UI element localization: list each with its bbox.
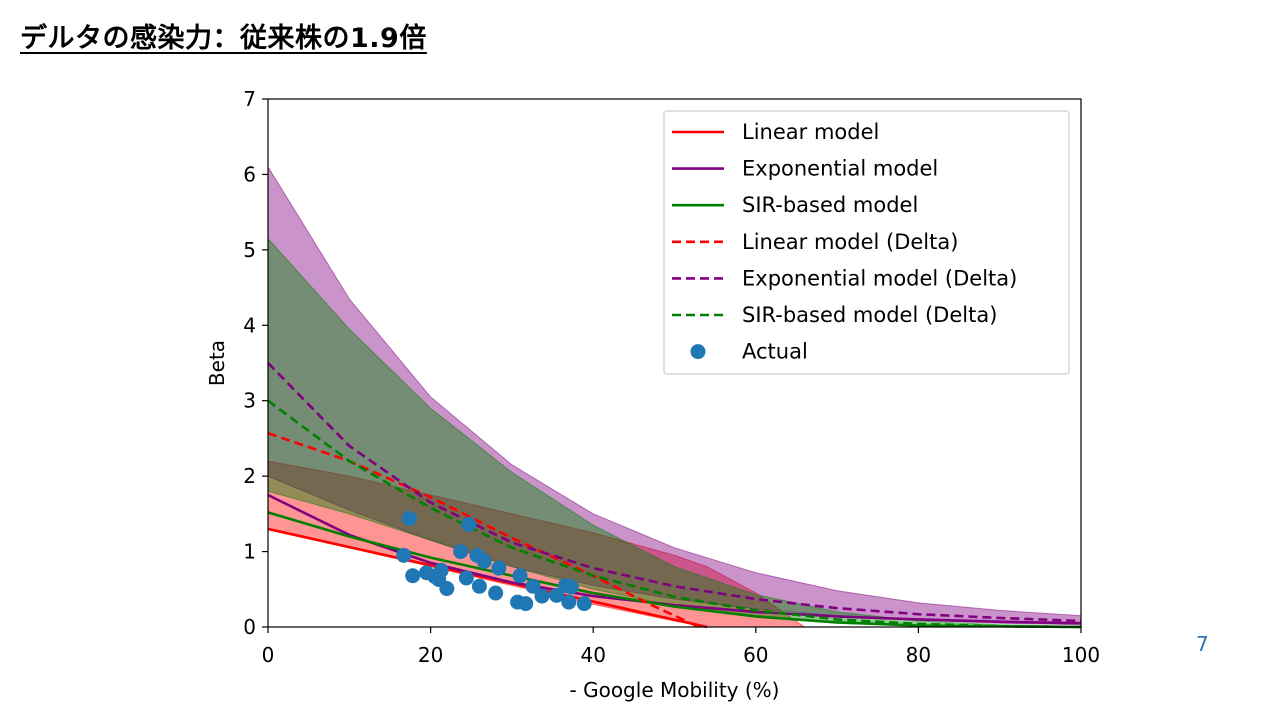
actual-point: [561, 594, 577, 610]
y-tick-label: 0: [243, 615, 256, 639]
linear-line: [267, 527, 708, 629]
x-tick-label: 0: [262, 643, 275, 667]
actual-point: [396, 547, 412, 563]
actual-point: [476, 553, 492, 569]
y-tick-label: 3: [243, 389, 256, 413]
y-tick-label: 7: [243, 87, 256, 111]
actual-points: [396, 510, 592, 612]
y-tick-label: 5: [243, 238, 256, 262]
x-axis-label: - Google Mobility (%): [570, 678, 780, 702]
page-number: 7: [1196, 632, 1209, 656]
legend-label: Exponential model (Delta): [742, 266, 1017, 290]
model-lines: [267, 362, 1082, 629]
legend-label: Exponential model: [742, 157, 938, 181]
x-tick-label: 40: [580, 643, 605, 667]
x-tick-label: 20: [418, 643, 443, 667]
legend-label: Linear model (Delta): [742, 230, 958, 254]
legend-box: [663, 110, 1070, 375]
actual-point: [525, 578, 541, 594]
x-tick-label: 60: [743, 643, 768, 667]
actual-point: [458, 570, 474, 586]
actual-point: [512, 568, 528, 584]
actual-point: [518, 596, 534, 612]
y-tick-label: 1: [243, 540, 256, 564]
legend-label: Linear model: [742, 120, 879, 144]
y-tick-label: 4: [243, 313, 256, 337]
y-axis-label: Beta: [205, 340, 229, 386]
slide-title: デルタの感染力：従来株の1.9倍: [20, 23, 427, 54]
actual-point: [461, 516, 477, 532]
legend-label: SIR-based model: [742, 193, 918, 217]
actual-point: [405, 568, 421, 584]
actual-point: [453, 544, 469, 560]
actual-point: [576, 596, 592, 612]
legend-label: Actual: [742, 340, 808, 364]
exponential-delta-line: [267, 362, 1082, 623]
sir-delta-line: [267, 399, 1082, 629]
actual-point: [488, 585, 504, 601]
y-tick-label: 2: [243, 464, 256, 488]
y-tick-label: 6: [243, 162, 256, 186]
actual-point: [549, 587, 565, 603]
legend-marker-actual: [690, 344, 706, 360]
actual-point: [563, 579, 579, 595]
actual-point: [471, 578, 487, 594]
axis-ticks: 0 20 40 60 80 100 0 1 2 3 4 5 6 7: [243, 87, 1100, 667]
x-tick-label: 100: [1062, 643, 1100, 667]
plot-frame: [267, 98, 1082, 628]
legend: Linear model Exponential model SIR-based m…: [663, 110, 1070, 375]
actual-point: [491, 560, 507, 576]
actual-point: [534, 588, 550, 604]
actual-point: [401, 510, 417, 526]
x-tick-label: 80: [906, 643, 931, 667]
legend-label: SIR-based model (Delta): [742, 303, 997, 327]
actual-point: [433, 562, 449, 578]
actual-point: [439, 581, 455, 597]
